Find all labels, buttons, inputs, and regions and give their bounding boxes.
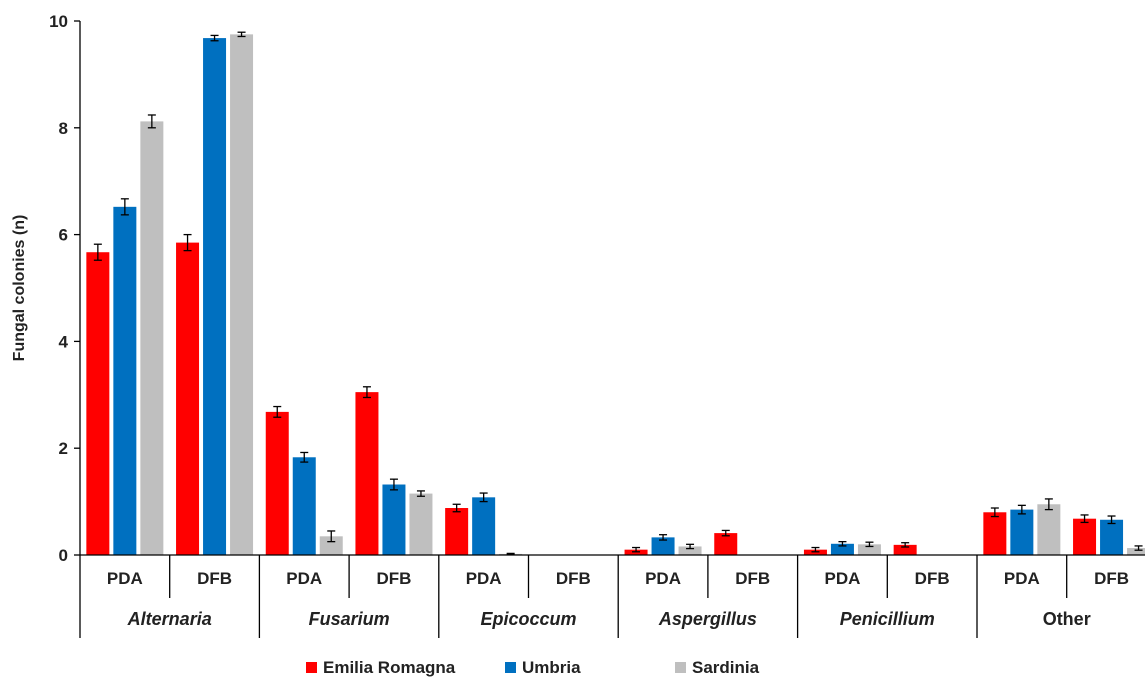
bar: [857, 544, 881, 555]
error-bar: [1080, 514, 1089, 524]
error-bar: [389, 478, 398, 491]
bar: [113, 206, 137, 555]
bar: [1127, 548, 1145, 555]
error-bar: [865, 541, 874, 548]
category-label: PDA: [466, 569, 502, 588]
legend-item: Sardinia: [675, 658, 760, 677]
bar: [445, 508, 469, 555]
bar: [830, 543, 854, 555]
error-bar: [811, 546, 820, 553]
legend-item: Emilia Romagna: [306, 658, 456, 677]
error-bar: [120, 198, 129, 216]
legend-label: Sardinia: [692, 658, 760, 677]
bar: [355, 392, 379, 555]
error-bar: [1107, 515, 1116, 525]
bar: [409, 493, 433, 555]
category-label: DFB: [735, 569, 770, 588]
bar: [203, 38, 227, 555]
legend-swatch: [306, 662, 317, 673]
category-label: PDA: [824, 569, 860, 588]
group-label: Other: [1043, 609, 1091, 629]
bar: [230, 34, 254, 556]
legend-swatch: [505, 662, 516, 673]
error-bar: [479, 492, 488, 503]
y-tick-label: 4: [59, 332, 69, 351]
error-bar: [237, 31, 246, 38]
bar: [382, 484, 406, 555]
legend-item: Umbria: [505, 658, 581, 677]
bar: [319, 536, 343, 555]
bar: [983, 512, 1007, 555]
bar: [292, 457, 316, 555]
group-label: Penicillium: [840, 609, 935, 629]
bar: [265, 411, 289, 555]
y-tick-label: 8: [59, 119, 68, 138]
error-bar: [183, 233, 192, 252]
bar: [678, 546, 702, 555]
error-bar: [659, 534, 668, 541]
error-bar: [300, 451, 309, 463]
error-bar: [1134, 545, 1143, 551]
category-label: DFB: [556, 569, 591, 588]
bar: [176, 242, 200, 556]
category-label: DFB: [1094, 569, 1129, 588]
error-bar: [327, 530, 336, 543]
error-bar: [721, 529, 730, 537]
y-axis-label: Fungal colonies (n): [11, 215, 28, 362]
y-tick-label: 10: [49, 12, 68, 31]
error-bar: [93, 243, 102, 261]
category-label: PDA: [645, 569, 681, 588]
bar: [472, 497, 496, 555]
error-bar: [1017, 504, 1026, 515]
bar: [1010, 509, 1034, 555]
bar: [651, 537, 675, 555]
error-bar: [362, 386, 371, 399]
bar: [714, 533, 738, 555]
error-bar: [838, 541, 847, 547]
error-bar: [210, 34, 219, 42]
bar: [1037, 504, 1061, 555]
group-label: Fusarium: [309, 609, 390, 629]
category-label: PDA: [286, 569, 322, 588]
bar: [893, 544, 917, 555]
y-tick-label: 2: [59, 439, 68, 458]
error-bar: [147, 114, 156, 129]
group-label: Epicoccum: [480, 609, 576, 629]
y-tick-label: 0: [59, 546, 68, 565]
category-label: PDA: [1004, 569, 1040, 588]
legend-label: Emilia Romagna: [323, 658, 456, 677]
error-bar: [901, 542, 910, 548]
error-bar: [1044, 498, 1053, 511]
bars: [86, 31, 1145, 556]
legend-swatch: [675, 662, 686, 673]
y-axis: 0 2 4 6 8 10: [49, 12, 81, 565]
group-label: Aspergillus: [658, 609, 757, 629]
bar: [1073, 518, 1097, 555]
error-bar: [990, 507, 999, 518]
category-label: DFB: [376, 569, 411, 588]
x-axis: PDA DFB Alternaria PDA DFB Fusarium PDA DFB Epic…: [79, 554, 1145, 638]
error-bar: [686, 543, 695, 550]
legend: Emilia Romagna Umbria Sardinia: [306, 658, 760, 677]
error-bar: [506, 552, 515, 556]
legend-label: Umbria: [522, 658, 581, 677]
bar: [1100, 519, 1124, 555]
bar: [140, 121, 164, 555]
error-bar: [416, 490, 425, 497]
error-bar: [632, 546, 641, 553]
error-bar: [452, 503, 461, 513]
category-label: DFB: [197, 569, 232, 588]
error-bar: [273, 405, 282, 418]
y-tick-label: 6: [59, 226, 68, 245]
group-label: Alternaria: [127, 609, 212, 629]
category-label: PDA: [107, 569, 143, 588]
bar: [86, 252, 110, 556]
category-label: DFB: [915, 569, 950, 588]
